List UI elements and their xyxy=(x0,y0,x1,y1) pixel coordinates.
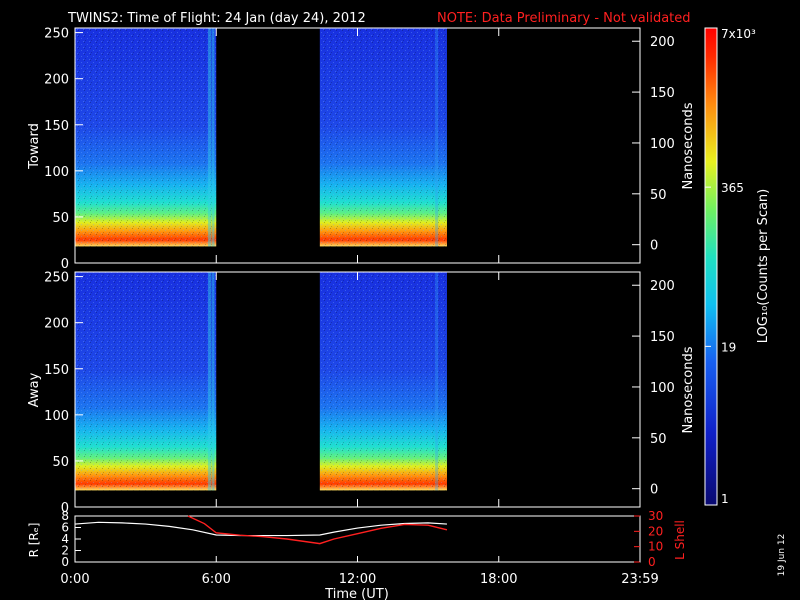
heatmap-streak xyxy=(435,28,439,247)
r-tick-label: 2 xyxy=(61,544,69,558)
y2-tick-label: 50 xyxy=(650,188,667,203)
colorbar-tick-label: 1 xyxy=(721,492,729,506)
away-y2label: Nanoseconds xyxy=(681,346,696,433)
toward-panel: 0 50 100 150 200 250 0 50 100 150 200 Toward Nanos… xyxy=(27,27,696,272)
y2-tick-label: 0 xyxy=(650,239,658,254)
away-axes: 0 50 100 150 200 250 0 50 100 150 200 xyxy=(44,271,675,516)
heatmap-streak xyxy=(208,28,212,247)
y-tick-label: 150 xyxy=(44,119,69,134)
y2-tick-label: 200 xyxy=(650,279,675,294)
toward-axes: 0 50 100 150 200 250 0 50 100 150 200 xyxy=(44,27,675,272)
away-panel: 0 50 100 150 200 250 0 50 100 150 200 Away Nanosec… xyxy=(27,271,696,516)
heatmap-streak xyxy=(211,272,215,491)
y2-tick-label: 150 xyxy=(650,330,675,345)
toward-heatmap xyxy=(75,28,447,247)
r-tick-label: 4 xyxy=(61,532,69,546)
y-tick-label: 0 xyxy=(61,501,69,516)
plot-date: 19 Jun 12 xyxy=(777,534,787,577)
r-axis-label: R [Rₑ] xyxy=(27,523,41,558)
heatmap-texture xyxy=(319,28,447,247)
y-tick-label: 250 xyxy=(44,27,69,42)
orbit-frame xyxy=(74,515,641,563)
orbit-lines xyxy=(74,515,448,545)
heatmap-texture xyxy=(75,272,217,491)
toward-ylabel: Toward xyxy=(27,123,42,170)
colorbar-tick-label: 365 xyxy=(721,181,744,195)
x-tick-label: 6:00 xyxy=(202,572,231,587)
colorbar: 7x10³ 365 19 1 LOG₁₀(Counts per Scan) xyxy=(704,27,771,506)
y2-tick-label: 100 xyxy=(650,381,675,396)
y-tick-label: 200 xyxy=(44,73,69,88)
y2-tick-label: 200 xyxy=(650,35,675,50)
away-heatmap xyxy=(75,272,447,491)
y-tick-label: 200 xyxy=(44,317,69,332)
heatmap-streak xyxy=(435,272,439,491)
y-tick-label: 0 xyxy=(61,257,69,272)
y-tick-label: 50 xyxy=(52,211,69,226)
x-tick-label: 0:00 xyxy=(60,572,89,587)
lshell-axis-label: L Shell xyxy=(673,520,687,560)
lshell-tick-label: 0 xyxy=(648,555,656,569)
y2-tick-label: 0 xyxy=(650,483,658,498)
lshell-tick-label: 20 xyxy=(648,524,663,538)
y2-tick-label: 150 xyxy=(650,86,675,101)
toward-y2label: Nanoseconds xyxy=(681,102,696,189)
data-note: NOTE: Data Preliminary - Not validated xyxy=(437,11,691,26)
colorbar-ticks: 7x10³ 365 19 1 xyxy=(705,27,756,506)
colorbar-tick-label: 19 xyxy=(721,340,736,354)
chart-title: TWINS2: Time of Flight: 24 Jan (day 24),… xyxy=(67,11,366,26)
y-tick-label: 100 xyxy=(44,409,69,424)
heatmap-texture xyxy=(319,272,447,491)
y2-tick-label: 50 xyxy=(650,432,667,447)
lshell-tick-label: 30 xyxy=(648,509,663,523)
y-tick-label: 100 xyxy=(44,165,69,180)
r-tick-label: 8 xyxy=(61,509,69,523)
x-tick-label: 12:00 xyxy=(339,572,376,587)
colorbar-tick-label: 7x10³ xyxy=(721,27,756,41)
colorbar-label: LOG₁₀(Counts per Scan) xyxy=(756,189,771,344)
y-tick-label: 250 xyxy=(44,271,69,286)
x-axis-label: Time (UT) xyxy=(324,587,389,600)
colorbar-scale xyxy=(705,28,717,505)
x-tick-label: 18:00 xyxy=(480,572,517,587)
lshell-tick-label: 10 xyxy=(648,540,663,554)
heatmap-texture xyxy=(75,28,217,247)
r-tick-label: 6 xyxy=(61,521,69,535)
lshell-series-line xyxy=(187,515,448,545)
y-tick-label: 50 xyxy=(52,455,69,470)
y2-tick-label: 100 xyxy=(650,137,675,152)
r-series-line xyxy=(74,521,447,537)
away-ylabel: Away xyxy=(27,372,42,407)
heatmap-streak xyxy=(211,28,215,247)
x-tick-label: 23:59 xyxy=(621,572,658,587)
r-tick-label: 0 xyxy=(61,555,69,569)
heatmap-streak xyxy=(208,272,212,491)
y-tick-label: 150 xyxy=(44,363,69,378)
